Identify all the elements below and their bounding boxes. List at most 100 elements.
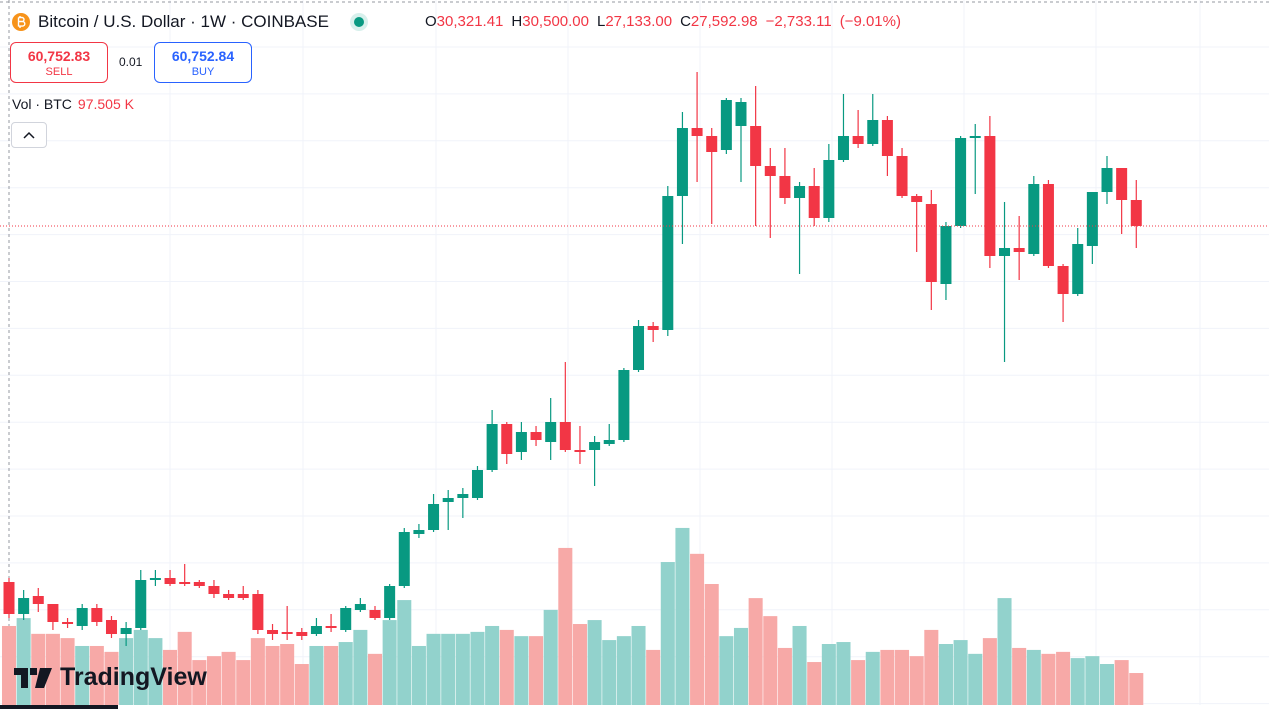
candle-body <box>618 370 630 440</box>
volume-name: Vol · BTC <box>12 96 72 112</box>
candle-body <box>589 442 601 450</box>
candle-body <box>471 470 483 498</box>
volume-bar <box>572 624 587 705</box>
volume-bar <box>265 645 280 705</box>
candle-body <box>120 628 132 634</box>
ohlc-value: 27,592.98 <box>690 13 758 30</box>
volume-bar <box>529 636 544 705</box>
volume-bar <box>60 638 75 705</box>
volume-bar <box>895 649 910 705</box>
change-percent: (−9.01%) <box>839 13 901 30</box>
volume-bar <box>119 638 134 705</box>
volume-bar <box>206 656 221 705</box>
volume-bar <box>924 629 939 705</box>
volume-bar <box>367 653 383 705</box>
candle-body <box>1042 184 1054 266</box>
candle-body <box>1086 192 1098 246</box>
sell-price: 60,752.83 <box>27 48 91 64</box>
candle-body <box>559 422 571 450</box>
sell-button[interactable]: 60,752.83 SELL <box>10 42 108 83</box>
volume-bar <box>558 547 573 705</box>
logo-text: TradingView <box>60 663 207 691</box>
candle-body <box>1116 168 1128 200</box>
volume-bar <box>485 625 500 705</box>
candle-body <box>764 166 776 176</box>
candle-body <box>896 156 908 196</box>
candle-body <box>545 422 557 442</box>
volume-bar <box>719 636 734 705</box>
volume-bar <box>309 645 324 705</box>
buy-label: BUY <box>191 66 215 78</box>
volume-value: 97.505 K <box>77 96 134 112</box>
volume-bar <box>602 640 617 705</box>
candle-body <box>3 582 15 614</box>
volume-bar <box>104 651 119 705</box>
candle-body <box>457 494 469 498</box>
volume-bar <box>748 598 763 705</box>
volume-bar <box>338 642 353 705</box>
volume-bar <box>89 645 104 705</box>
volume-bar <box>616 636 631 705</box>
ohlc-value: 30,500.00 <box>522 13 589 30</box>
volume-bar <box>836 642 851 705</box>
candle-body <box>515 432 527 452</box>
scrollbar <box>0 705 118 709</box>
collapse-button[interactable] <box>11 122 47 148</box>
volume-bar <box>1056 651 1071 705</box>
candle-body <box>662 196 674 330</box>
candle-body <box>354 604 366 610</box>
candle-body <box>32 596 44 604</box>
volume-bar <box>763 616 778 705</box>
volume-bar <box>1114 660 1129 705</box>
candle-body <box>691 128 703 136</box>
market-status[interactable] <box>347 10 371 34</box>
volume-bar <box>821 644 836 705</box>
candle-body <box>398 532 410 586</box>
volume-bar <box>221 651 236 705</box>
candle-body <box>603 440 615 444</box>
volume-bar <box>704 584 719 705</box>
candle-body <box>237 594 249 598</box>
coin-icon <box>12 13 30 31</box>
candle-body <box>18 598 30 614</box>
volume-bar <box>1012 647 1027 705</box>
candle-body <box>984 136 996 256</box>
candle-body <box>735 102 747 126</box>
volume-bar <box>426 633 441 705</box>
ohlc-letter: H <box>511 13 523 30</box>
candle-body <box>62 622 74 624</box>
volume-bar <box>880 649 895 705</box>
buy-button[interactable]: 60,752.84 BUY <box>154 42 252 83</box>
ohlc-letter: L <box>596 13 606 30</box>
volume-bar <box>236 660 251 705</box>
logo-mark <box>14 667 52 688</box>
ohlc-letter: C <box>680 13 691 30</box>
candle-body <box>325 626 337 628</box>
volume-bar <box>909 656 924 705</box>
candle-body <box>647 326 659 330</box>
candle-body <box>267 630 279 634</box>
candle-body <box>193 582 205 586</box>
volume-bar <box>997 598 1012 705</box>
volume-bar <box>353 629 368 705</box>
watermark-logo: TradingView <box>14 663 207 692</box>
candle-body <box>1072 244 1084 294</box>
volume-bar <box>690 553 705 705</box>
volume-bar <box>1099 664 1115 705</box>
candle-body <box>1130 200 1142 226</box>
candle-body <box>296 632 308 636</box>
candle-body <box>501 424 513 454</box>
candle-body <box>47 604 59 622</box>
volume-bar <box>807 662 822 705</box>
candle-body <box>750 126 762 166</box>
candle-body <box>105 620 117 634</box>
candle-body <box>179 582 191 584</box>
volume-bar <box>953 640 968 705</box>
volume-bar <box>1085 656 1100 705</box>
volume-bar <box>1129 673 1144 705</box>
candle-body <box>135 580 147 628</box>
volume-bar <box>441 633 456 705</box>
candle-body <box>1013 248 1025 252</box>
volume-bar <box>75 645 90 705</box>
